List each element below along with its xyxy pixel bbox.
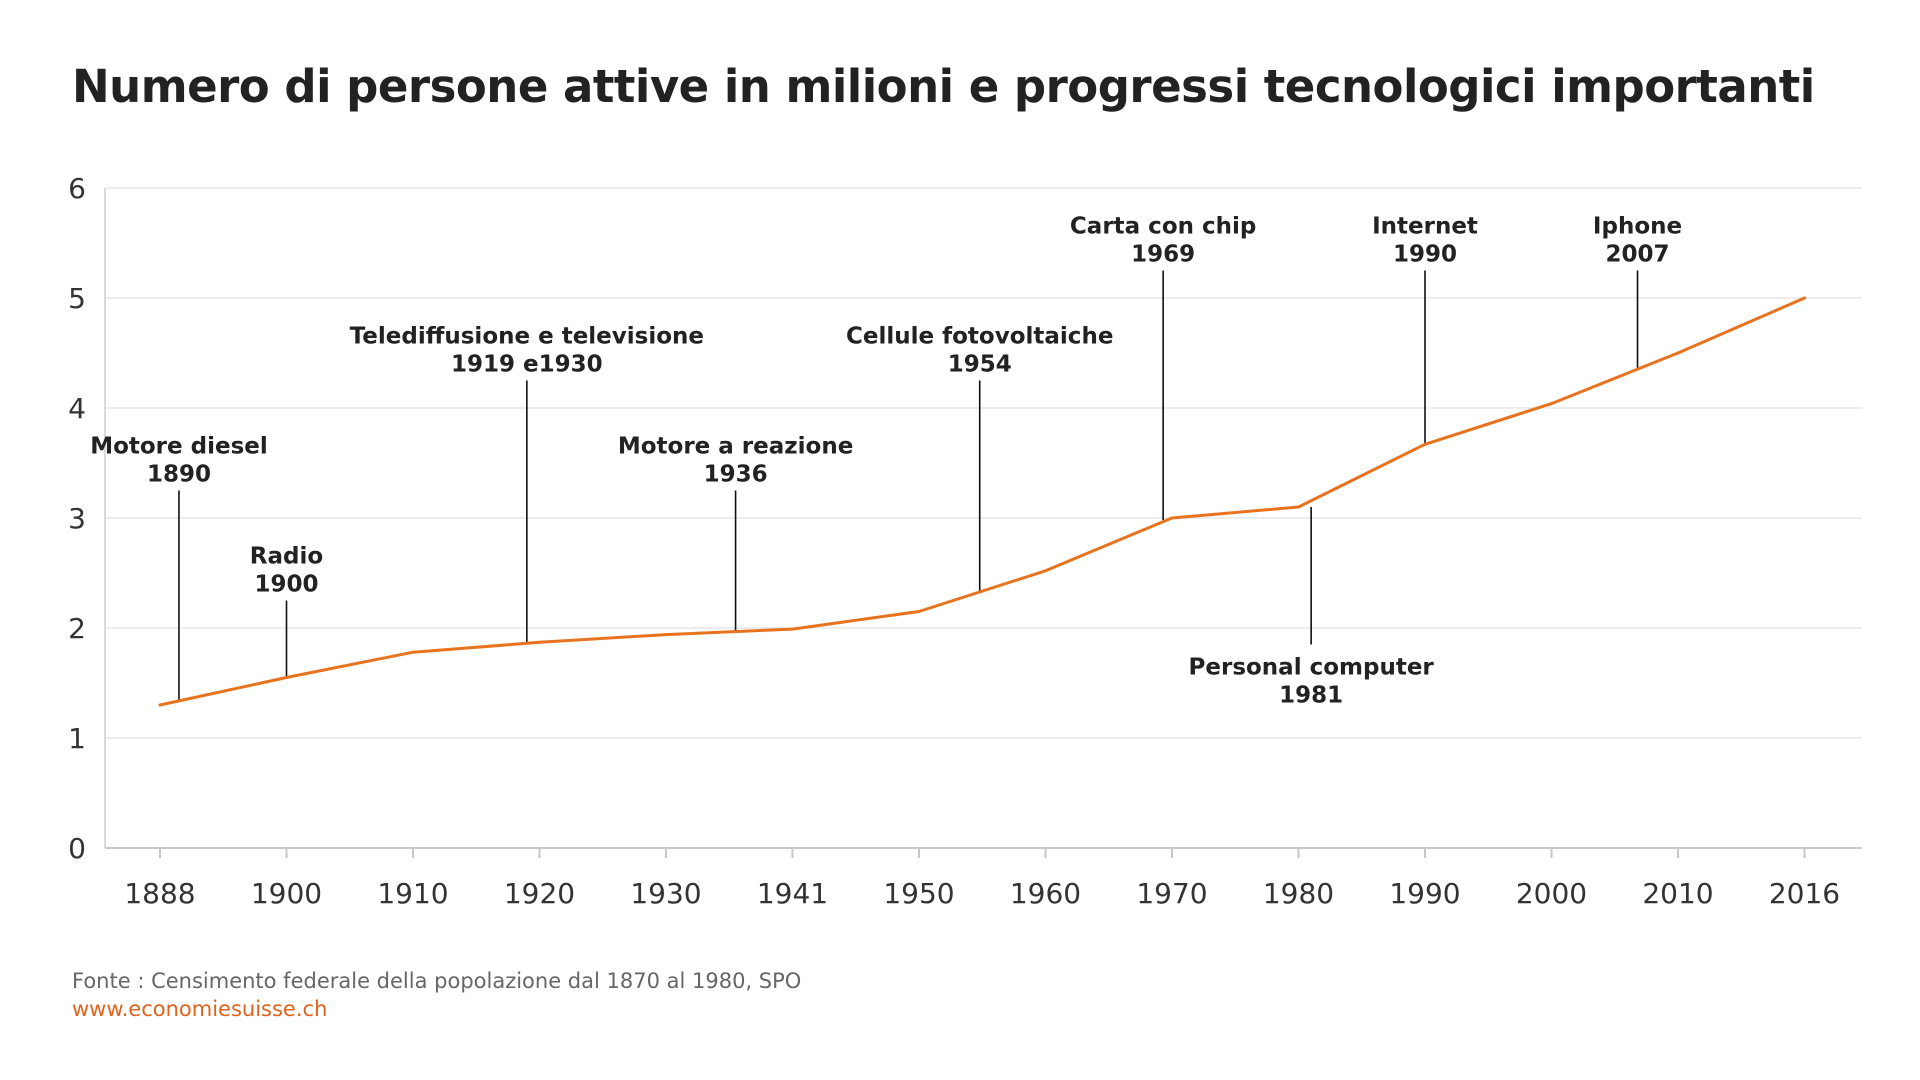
- data-point: [791, 627, 794, 631]
- source-note: Fonte : Censimento federale della popola…: [72, 969, 802, 993]
- gridlines: [105, 187, 1862, 739]
- annotation-label: Cellule fotovoltaiche: [846, 324, 1113, 350]
- x-tick-label: 1990: [1389, 877, 1460, 910]
- x-tick-label: 2010: [1642, 877, 1713, 910]
- chart-title: Numero di persone attive in milioni e pr…: [72, 60, 1815, 113]
- x-tick-label: 1920: [504, 877, 575, 910]
- data-point: [158, 703, 162, 707]
- annotation-year: 1990: [1393, 242, 1457, 268]
- data-point: [285, 676, 288, 679]
- data-point: [1803, 296, 1806, 300]
- annotation-label: Radio: [250, 544, 323, 570]
- y-tick-label: 3: [68, 502, 86, 535]
- source-link[interactable]: www.economiesuisse.ch: [72, 997, 328, 1021]
- x-tick-label: 1970: [1136, 877, 1207, 910]
- x-tick-label: 1941: [757, 877, 828, 910]
- x-tick-label: 1888: [124, 877, 195, 910]
- data-point: [1170, 516, 1174, 520]
- y-tick-label: 4: [68, 392, 86, 425]
- y-tick-label: 6: [68, 172, 86, 205]
- axes: 0 1 2 3 4 5 6 1888 1900 1910 1920 1930 1941 1950 1960 1…: [68, 172, 1862, 910]
- data-point: [1297, 505, 1300, 509]
- x-tick-label: 1960: [1010, 877, 1081, 910]
- annotation-year: 1936: [704, 462, 768, 488]
- annotation-label: Telediffusione e televisione: [350, 324, 704, 350]
- x-tick-label: 2000: [1516, 877, 1587, 910]
- x-tick-label: 1900: [251, 877, 322, 910]
- x-tick-label: 1980: [1263, 877, 1334, 910]
- annotation-label: Personal computer: [1189, 655, 1435, 681]
- x-tick-label: 1950: [883, 877, 954, 910]
- y-tick-label: 2: [68, 612, 86, 645]
- annotation-label: Carta con chip: [1070, 214, 1256, 240]
- annotation-year: 2007: [1606, 242, 1670, 268]
- annotation-leaders: [178, 270, 1639, 702]
- annotation-year: 1954: [948, 352, 1012, 378]
- annotation-label: Iphone: [1593, 214, 1682, 240]
- annotation-label: Internet: [1372, 214, 1478, 240]
- x-tick-label: 2016: [1769, 877, 1840, 910]
- series-layer: [158, 296, 1806, 707]
- data-point: [411, 650, 415, 654]
- data-point: [664, 633, 668, 637]
- annotation-year: 1981: [1279, 683, 1343, 709]
- annotation-label: Motore a reazione: [618, 434, 853, 460]
- x-tick-label: 1910: [377, 877, 448, 910]
- annotation-year: 1969: [1131, 242, 1195, 268]
- annotation-label: Motore diesel: [90, 434, 268, 460]
- annotation-year: 1900: [254, 572, 318, 598]
- data-point: [1676, 351, 1680, 355]
- annotation-year: 1919 e1930: [451, 352, 603, 378]
- data-point: [538, 640, 541, 644]
- y-tick-label: 5: [68, 282, 86, 315]
- data-point: [917, 610, 921, 613]
- annotation-year: 1890: [147, 462, 211, 488]
- x-tick-label: 1930: [630, 877, 701, 910]
- y-tick-label: 1: [68, 722, 86, 755]
- data-point: [1550, 402, 1553, 406]
- y-tick-label: 0: [68, 832, 86, 865]
- data-point: [1044, 569, 1047, 573]
- series-line: [158, 296, 1806, 707]
- data-point: [1423, 442, 1427, 446]
